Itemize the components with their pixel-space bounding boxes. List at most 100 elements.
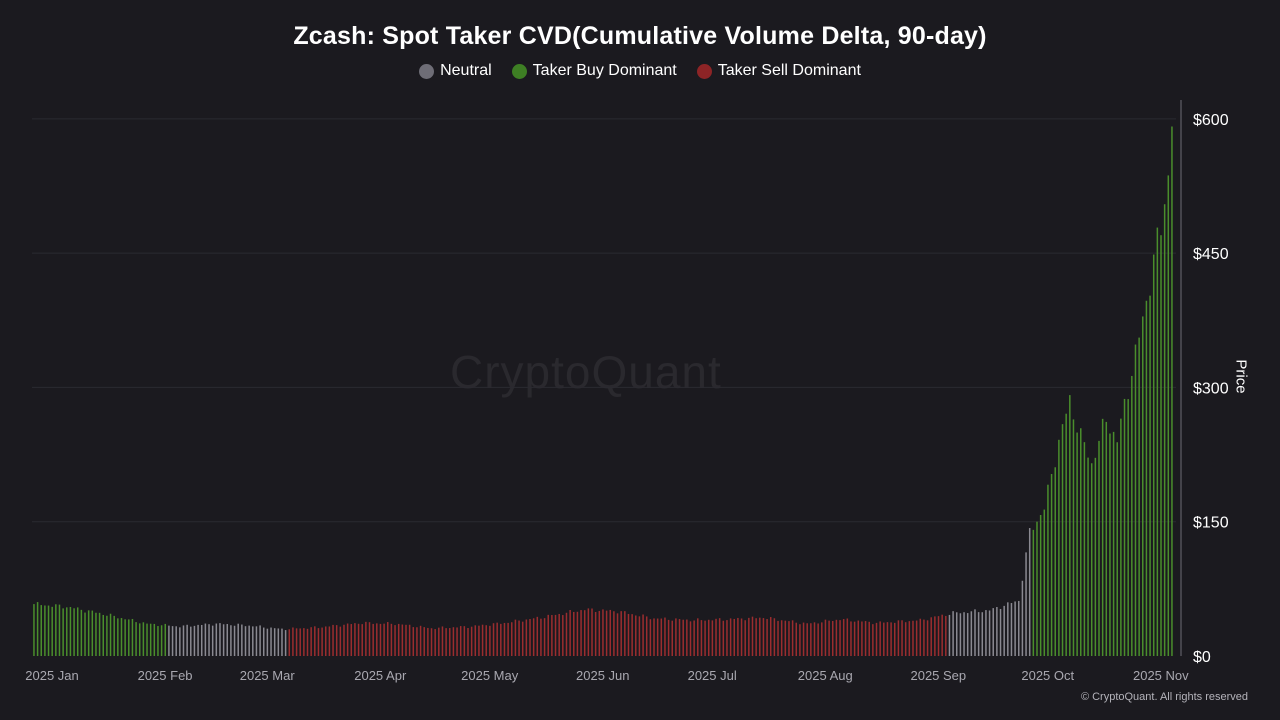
x-tick-label: 2025 May bbox=[461, 668, 519, 683]
bar bbox=[598, 610, 601, 656]
bar bbox=[1076, 432, 1078, 656]
bar bbox=[321, 627, 323, 656]
bar bbox=[613, 611, 615, 656]
bar bbox=[335, 625, 338, 656]
bar bbox=[806, 623, 808, 656]
bar bbox=[540, 618, 542, 656]
bar bbox=[926, 620, 929, 656]
bar bbox=[912, 620, 914, 656]
bar bbox=[91, 610, 94, 656]
y-tick-label: $0 bbox=[1193, 649, 1211, 666]
bar bbox=[314, 626, 316, 656]
legend-item-buy[interactable]: Taker Buy Dominant bbox=[511, 62, 677, 80]
bar bbox=[605, 610, 608, 656]
bar bbox=[95, 612, 97, 656]
bar bbox=[343, 624, 345, 656]
bar bbox=[744, 620, 746, 656]
bar bbox=[219, 623, 221, 656]
bar bbox=[748, 617, 750, 656]
bar bbox=[937, 616, 940, 656]
bar bbox=[328, 626, 331, 656]
bar bbox=[554, 614, 557, 656]
bar bbox=[583, 610, 586, 656]
bar bbox=[36, 602, 39, 656]
x-tick-label: 2025 Oct bbox=[1021, 668, 1074, 683]
bar bbox=[842, 619, 845, 656]
bar bbox=[890, 622, 892, 656]
bar bbox=[310, 627, 312, 656]
bar bbox=[215, 623, 218, 656]
bar bbox=[1014, 601, 1016, 656]
bar bbox=[682, 619, 684, 656]
bar bbox=[810, 623, 812, 656]
bar bbox=[66, 607, 68, 656]
bar bbox=[795, 622, 798, 656]
copyright-notice: © CryptoQuant. All rights reserved bbox=[1080, 691, 1248, 703]
legend-swatch-sell bbox=[696, 63, 712, 79]
bar bbox=[722, 620, 725, 656]
bar bbox=[390, 623, 393, 656]
bar bbox=[459, 626, 462, 656]
legend-item-sell[interactable]: Taker Sell Dominant bbox=[696, 62, 861, 80]
bar bbox=[84, 612, 86, 656]
bar bbox=[438, 627, 440, 656]
bar bbox=[33, 604, 35, 656]
bar bbox=[846, 618, 849, 656]
bar bbox=[817, 623, 819, 656]
legend-swatch-neutral bbox=[419, 63, 435, 79]
bar bbox=[222, 624, 225, 656]
bar bbox=[821, 622, 823, 656]
bar bbox=[1087, 457, 1089, 656]
legend-item-neutral[interactable]: Neutral bbox=[419, 62, 492, 80]
bar bbox=[602, 609, 604, 656]
bar bbox=[1069, 395, 1071, 656]
bar bbox=[303, 628, 305, 656]
bar bbox=[966, 613, 969, 656]
y-tick-label: $150 bbox=[1193, 515, 1229, 532]
bar bbox=[1050, 473, 1053, 656]
bar bbox=[1149, 295, 1151, 656]
bar bbox=[186, 624, 188, 656]
bar bbox=[689, 621, 692, 656]
bar bbox=[350, 624, 353, 656]
bar bbox=[1010, 603, 1013, 656]
bar bbox=[813, 622, 816, 656]
bar bbox=[434, 629, 436, 656]
bar bbox=[357, 623, 360, 656]
axes: $0 $150 $300 $450 $600 2025 Jan 2025 Feb 2025 M… bbox=[25, 100, 1229, 683]
x-tick-label: 2025 Feb bbox=[138, 668, 193, 683]
bar bbox=[543, 618, 546, 656]
bar bbox=[270, 627, 272, 656]
bar bbox=[864, 621, 867, 656]
bar bbox=[948, 614, 951, 656]
bar bbox=[751, 616, 754, 656]
bar bbox=[1127, 399, 1129, 656]
bar bbox=[565, 612, 568, 656]
bar bbox=[507, 622, 509, 656]
bar bbox=[777, 620, 779, 656]
bar bbox=[521, 621, 524, 656]
bar bbox=[284, 630, 287, 656]
bar bbox=[981, 612, 984, 656]
bar bbox=[569, 609, 571, 656]
bar bbox=[379, 623, 382, 656]
bar bbox=[474, 625, 477, 656]
bar bbox=[117, 618, 119, 656]
bar bbox=[262, 627, 265, 656]
bar bbox=[740, 618, 743, 656]
bar bbox=[361, 624, 363, 656]
bar bbox=[693, 620, 695, 656]
bar bbox=[496, 622, 498, 656]
bar bbox=[580, 610, 582, 656]
bar bbox=[886, 622, 889, 656]
x-tick-label: 2025 Nov bbox=[1133, 668, 1189, 683]
bar bbox=[124, 619, 126, 656]
bar bbox=[47, 605, 50, 656]
bar bbox=[1007, 602, 1009, 656]
bar bbox=[128, 619, 130, 656]
bar bbox=[138, 623, 141, 656]
bar bbox=[1072, 419, 1075, 656]
bar bbox=[945, 615, 947, 656]
bar bbox=[394, 625, 396, 656]
